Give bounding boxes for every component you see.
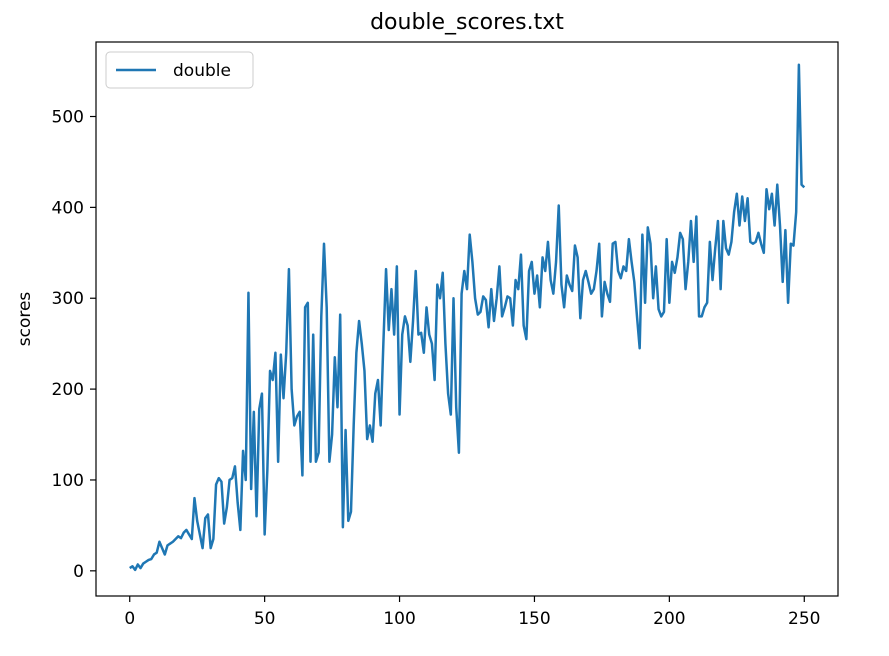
series-layer: [129, 63, 806, 572]
legend-box: [105, 51, 254, 89]
y-tick-label: 100: [52, 471, 84, 491]
y-tick-label: 500: [52, 108, 84, 128]
y-tick-label: 400: [52, 198, 84, 218]
x-tick-label: 100: [383, 609, 415, 629]
y-tick-label: 0: [73, 562, 84, 582]
y-tick-label: 200: [52, 380, 84, 400]
x-tick-label: 200: [653, 609, 685, 629]
y-tick-label: 300: [52, 289, 84, 309]
y-axis-label: scores: [15, 292, 35, 347]
x-tick-label: 250: [788, 609, 820, 629]
x-tick-label: 50: [254, 609, 276, 629]
x-tick-label: 150: [518, 609, 550, 629]
x-tick-label: 0: [124, 609, 135, 629]
x-axis: 0 50 100 150 200 250: [124, 596, 820, 629]
plot-background: [96, 42, 838, 596]
legend-label-double: double: [173, 61, 231, 81]
y-axis: 0 100 200 300 400 500: [52, 108, 96, 582]
axes-frame: [95, 41, 839, 597]
plot-area: [95, 41, 839, 597]
series-line-double: [129, 63, 806, 572]
chart-title: double_scores.txt: [370, 10, 564, 35]
legend: double: [105, 51, 254, 89]
